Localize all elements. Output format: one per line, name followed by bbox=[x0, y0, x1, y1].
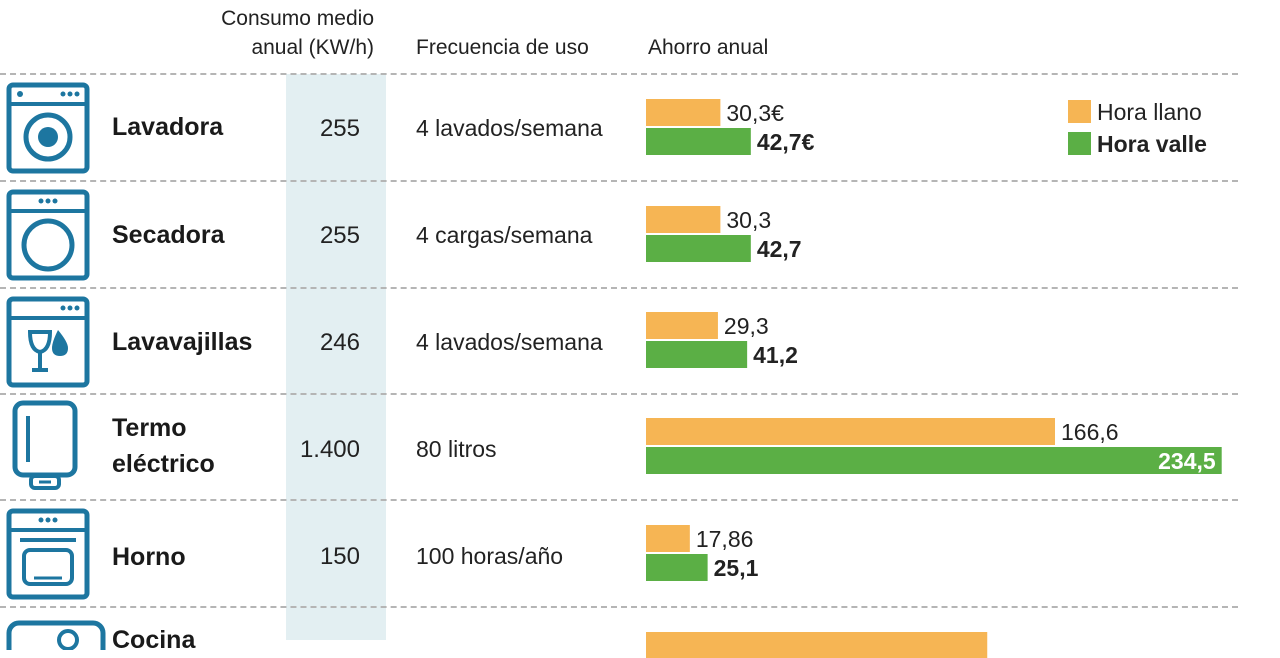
bar-llano-4 bbox=[646, 525, 690, 552]
row-name-horno: Horno bbox=[112, 543, 186, 571]
legend-label-llano: Hora llano bbox=[1097, 99, 1202, 125]
legend-swatch-valle bbox=[1068, 132, 1091, 155]
row-frecuencia-termo: 80 litros bbox=[416, 436, 497, 462]
bar-llano-5 bbox=[646, 632, 988, 658]
bar-llano-1 bbox=[646, 206, 721, 233]
row-consumo-lavavajillas: 246 bbox=[319, 329, 360, 356]
water-heater-icon bbox=[6, 400, 90, 492]
header-frecuencia: Frecuencia de uso bbox=[416, 36, 589, 59]
row-consumo-termo: 1.400 bbox=[299, 436, 360, 463]
row-name-secadora: Secadora bbox=[112, 221, 225, 249]
bar-label-llano-2: 29,3 bbox=[724, 313, 769, 339]
row-consumo-secadora: 255 bbox=[319, 222, 360, 249]
header-consumo-line1: Consumo medio bbox=[221, 7, 374, 30]
bar-valle-1 bbox=[646, 235, 751, 262]
bar-llano-2 bbox=[646, 312, 718, 339]
legend-swatch-llano bbox=[1068, 100, 1091, 123]
row-separator bbox=[0, 606, 1238, 608]
row-frecuencia-horno: 100 horas/año bbox=[416, 543, 564, 569]
bar-label-llano-3: 166,6 bbox=[1061, 419, 1119, 445]
row-separator bbox=[0, 73, 1238, 75]
row-consumo-horno: 150 bbox=[319, 543, 360, 570]
row-consumo-lavadora: 255 bbox=[319, 115, 360, 142]
bar-label-valle-2: 41,2 bbox=[753, 342, 798, 368]
consumo-column-band bbox=[286, 74, 386, 640]
row-name-termo: Termo bbox=[112, 414, 187, 442]
header-consumo: Consumo medio anual (KW/h) bbox=[180, 4, 374, 62]
oven-icon bbox=[6, 508, 90, 600]
header-consumo-line2: anual (KW/h) bbox=[251, 36, 374, 59]
row-separator bbox=[0, 499, 1238, 501]
row-frecuencia-lavavajillas: 4 lavados/semana bbox=[416, 329, 603, 355]
bar-llano-3 bbox=[646, 418, 1056, 445]
bar-valle-0 bbox=[646, 128, 751, 155]
bar-label-valle-4: 25,1 bbox=[714, 555, 759, 581]
bar-label-valle-0: 42,7€ bbox=[757, 129, 815, 155]
row-separator bbox=[0, 393, 1238, 395]
row-separator bbox=[0, 180, 1238, 182]
row-frecuencia-secadora: 4 cargas/semana bbox=[416, 222, 593, 248]
bar-llano-0 bbox=[646, 99, 721, 126]
washing-machine-icon bbox=[6, 82, 90, 174]
row-name-lavavajillas: Lavavajillas bbox=[112, 328, 253, 356]
bar-valle-2 bbox=[646, 341, 748, 368]
legend-label-valle: Hora valle bbox=[1097, 131, 1207, 157]
bar-label-valle-3: 234,5 bbox=[1158, 448, 1216, 474]
bar-valle-3 bbox=[646, 447, 1222, 474]
bar-label-llano-4: 17,86 bbox=[696, 526, 754, 552]
row-separator bbox=[0, 287, 1238, 289]
savings-bar-chart: 30,3€ 42,7€ 30,3 42,7 29,3 41,2 166,6 234,5 17,8… bbox=[646, 99, 1222, 658]
row-name-termo-line2: eléctrico bbox=[112, 450, 215, 478]
bar-label-valle-1: 42,7 bbox=[757, 236, 802, 262]
row-frecuencia-lavadora: 4 lavados/semana bbox=[416, 115, 603, 141]
bar-label-llano-1: 30,3 bbox=[726, 207, 771, 233]
header-ahorro: Ahorro anual bbox=[648, 36, 769, 59]
bar-valle-4 bbox=[646, 554, 708, 581]
bar-label-llano-0: 30,3€ bbox=[726, 100, 784, 126]
row-name-lavadora: Lavadora bbox=[112, 113, 224, 141]
dishwasher-icon bbox=[6, 296, 90, 388]
dryer-icon bbox=[6, 189, 90, 281]
